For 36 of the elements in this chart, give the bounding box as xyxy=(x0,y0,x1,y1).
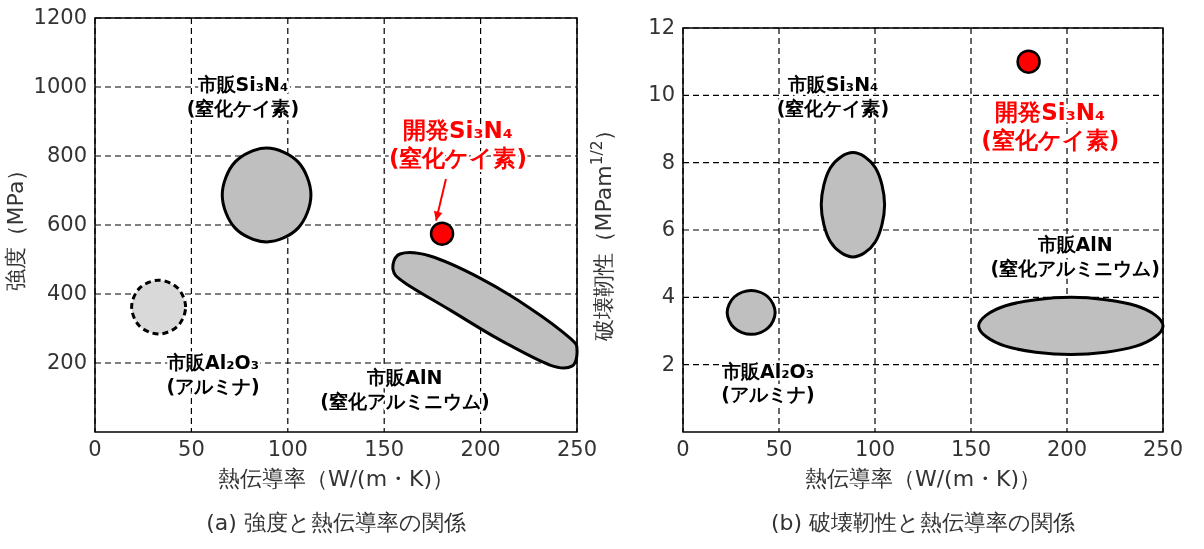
y-tick-label: 600 xyxy=(46,212,87,236)
y-tick-label: 1000 xyxy=(33,74,87,98)
text: 市販Si₃N₄ (窒化ケイ素) xyxy=(776,72,890,119)
text: (b) 破壊靭性と熱伝導率の関係 xyxy=(770,510,1076,535)
x-tick-label: 250 xyxy=(556,437,598,461)
text: 開発Si₃N₄ (窒化ケイ素) xyxy=(388,116,527,171)
y-tick-label: 4 xyxy=(661,284,675,309)
x-tick-label: 100 xyxy=(267,437,308,461)
y-tick-label: 1200 xyxy=(33,5,87,29)
x-tick-label: 150 xyxy=(364,437,405,461)
x-tick-label: 250 xyxy=(1142,437,1184,461)
y-tick-label: 8 xyxy=(661,149,675,174)
y-tick-label: 800 xyxy=(46,143,87,167)
x-tick-label: 200 xyxy=(1046,437,1088,461)
x-axis-title: 熱伝導率（W/(m・K)） xyxy=(217,466,455,491)
series-label: 市販Al₂O₃ (アルミナ) xyxy=(166,350,260,397)
x-tick-label: 100 xyxy=(854,437,896,461)
series-label: 市販AlN (窒化アルミニウム) xyxy=(320,365,490,412)
x-tick-label: 0 xyxy=(676,437,690,461)
x-tick-label: 150 xyxy=(950,437,992,461)
y-tick-label: 400 xyxy=(46,281,87,305)
x-tick-label: 0 xyxy=(88,437,102,461)
y-tick-label: 200 xyxy=(46,350,87,374)
series-label: 市販AlN (窒化アルミニウム) xyxy=(990,232,1160,279)
x-tick-label: 50 xyxy=(765,437,793,461)
y-tick-label: 12 xyxy=(648,15,675,39)
series-label: 市販Al₂O₃ (アルミナ) xyxy=(720,359,815,405)
y-axis-title: 強度（MPa） xyxy=(3,158,28,292)
text: 開発Si₃N₄ (窒化ケイ素) xyxy=(981,98,1120,153)
text: (a) 強度と熱伝導率の関係 xyxy=(206,510,466,535)
x-axis-title: 熱伝導率（W/(m・K)） xyxy=(804,466,1042,491)
x-tick-label: 200 xyxy=(460,437,501,461)
y-tick-label: 2 xyxy=(661,351,675,376)
x-tick-label: 50 xyxy=(178,437,205,461)
y-tick-label: 6 xyxy=(661,217,675,241)
y-tick-label: 10 xyxy=(648,82,675,107)
